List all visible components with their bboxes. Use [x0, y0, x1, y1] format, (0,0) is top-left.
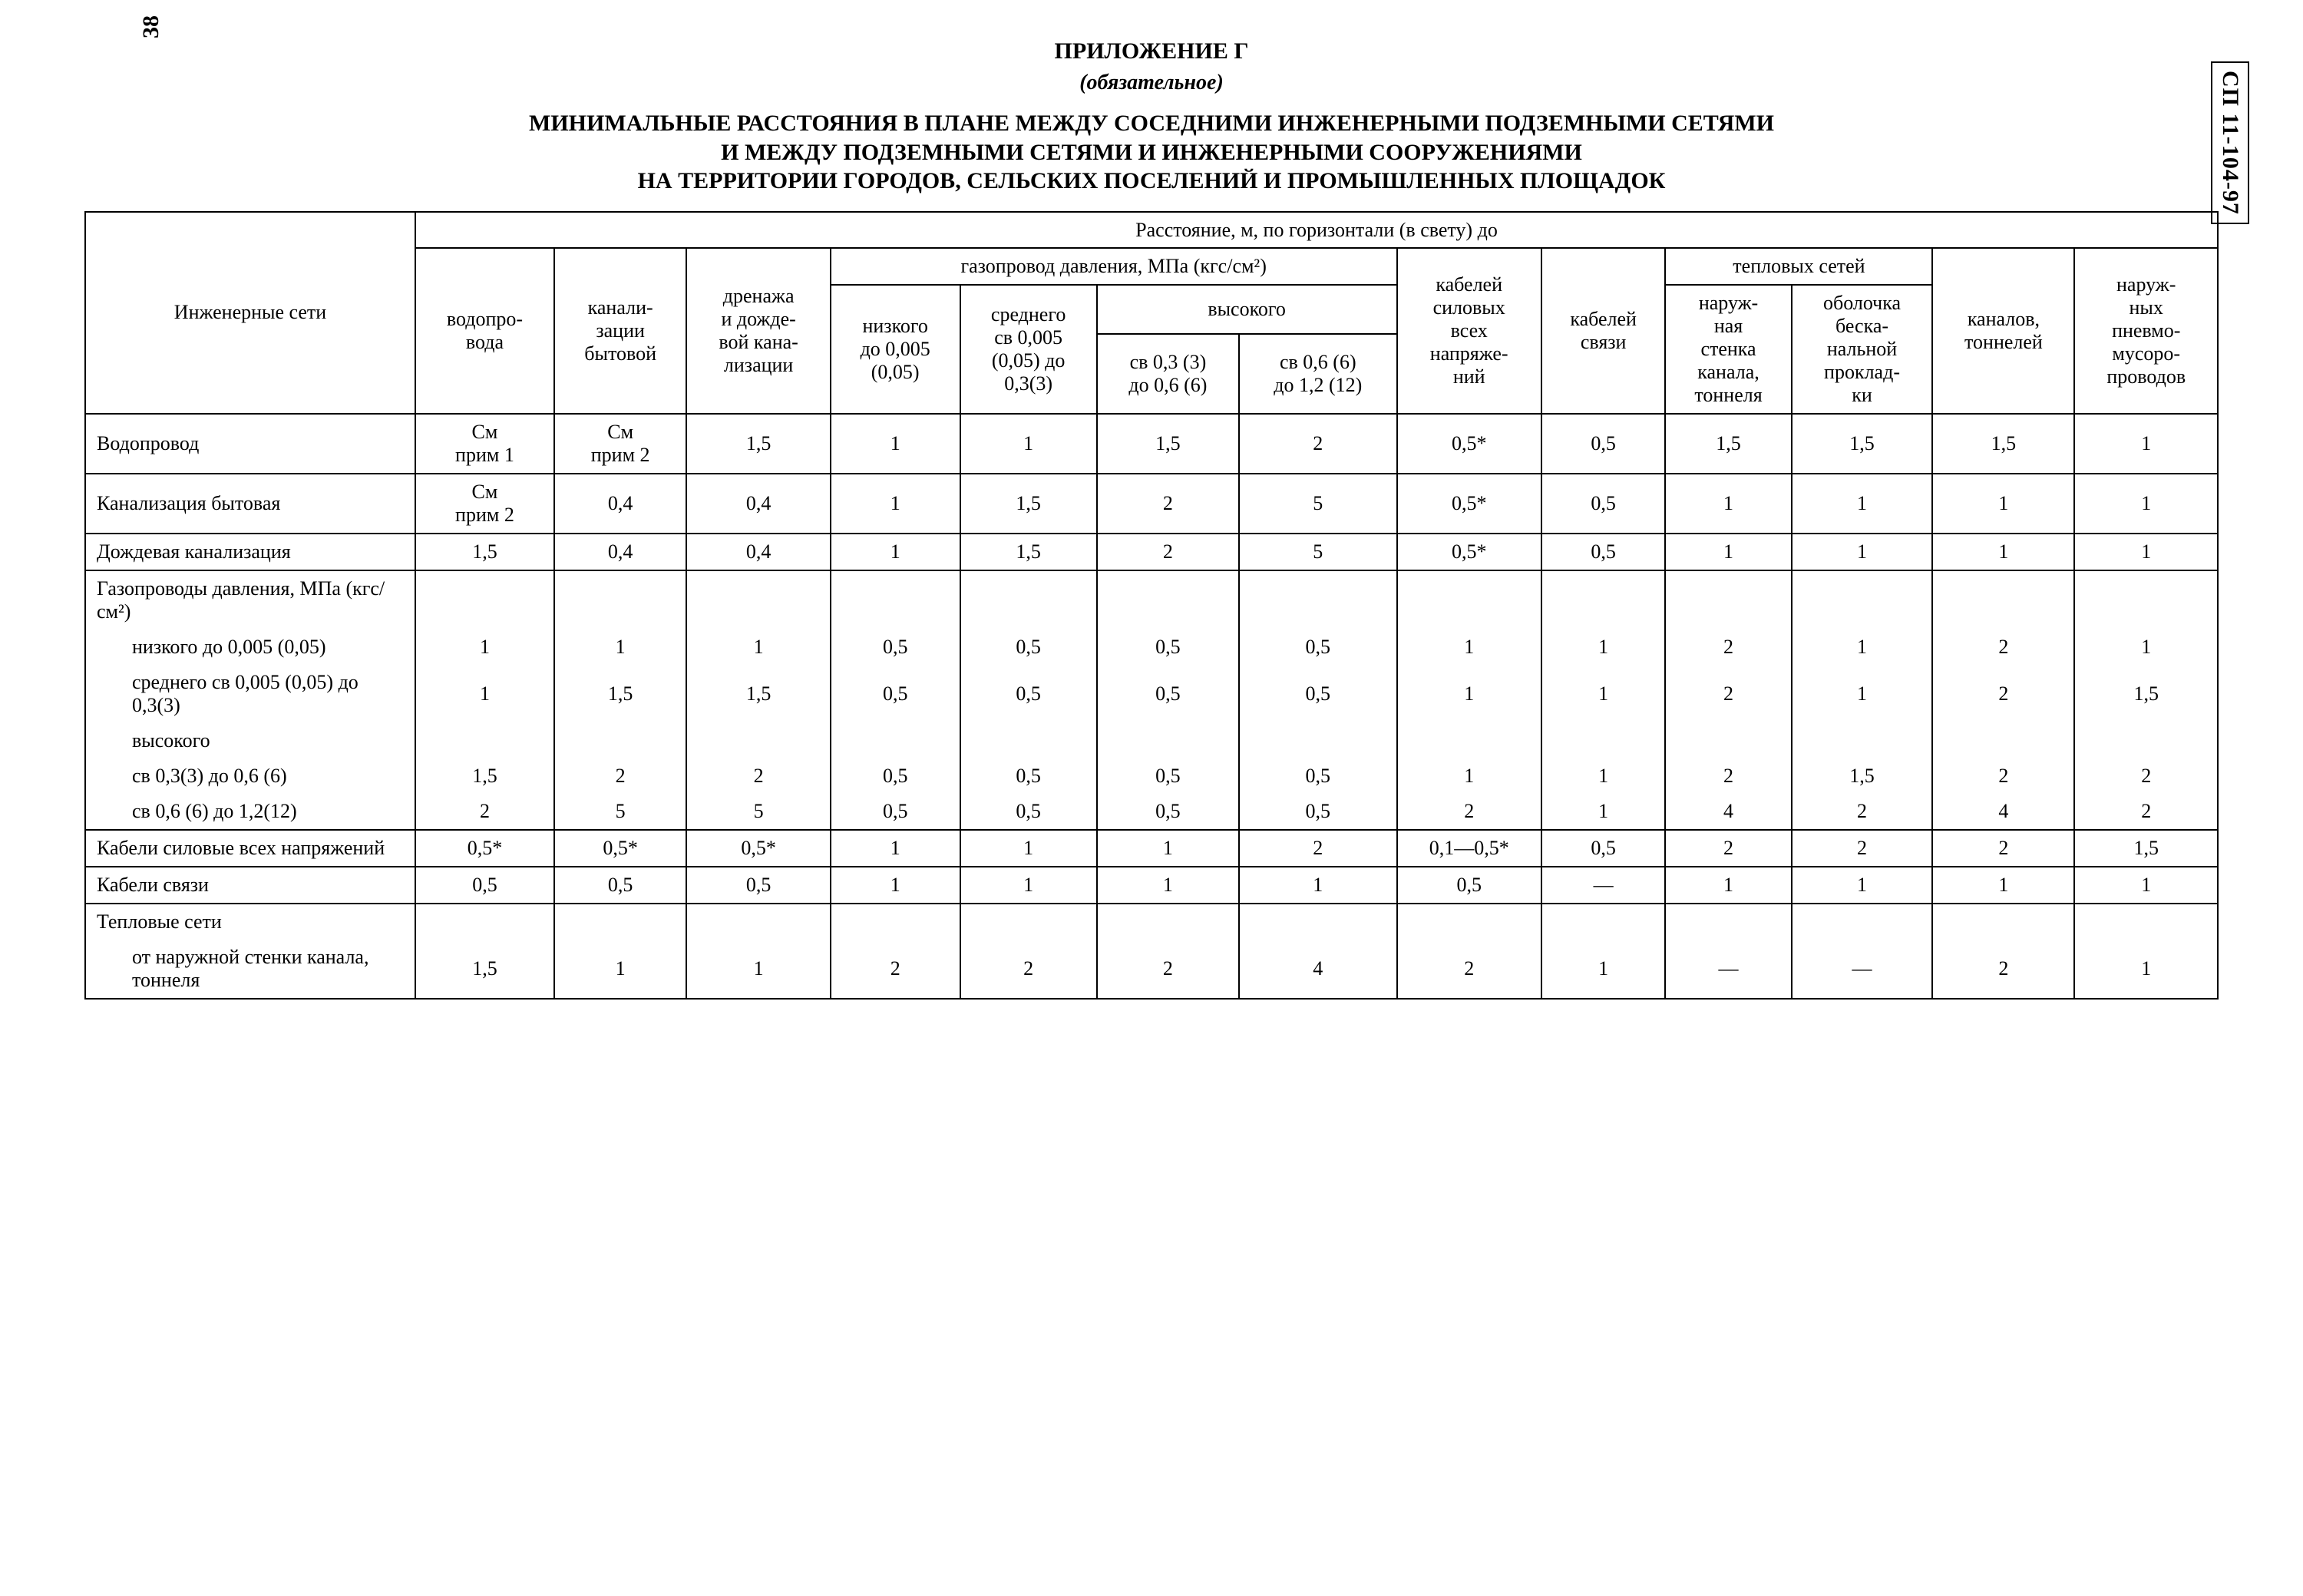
- th-gas: газопровод давления, МПа (кгс/см²): [831, 248, 1397, 285]
- th-c5: среднегосв 0,005(0,05) до0,3(3): [960, 285, 1097, 413]
- table-row: от наружной стенки канала, тоннеля 1,5 1…: [85, 940, 2218, 999]
- table-row: высокого: [85, 723, 2218, 758]
- th-heat: тепловых сетей: [1665, 248, 1932, 285]
- th-c4: низкогодо 0,005(0,05): [831, 285, 960, 413]
- title-line-2: И МЕЖДУ ПОДЗЕМНЫМИ СЕТЯМИ И ИНЖЕНЕРНЫМИ …: [46, 138, 2257, 167]
- table-row: Газопроводы давления, МПа (кгс/см²): [85, 570, 2218, 629]
- distances-table: Инженерные сети Расстояние, м, по горизо…: [84, 211, 2219, 1000]
- row-label: Газопроводы давления, МПа (кгс/см²): [85, 570, 415, 629]
- th-c7: св 0,6 (6)до 1,2 (12): [1239, 334, 1396, 414]
- row-label: низкого до 0,005 (0,05): [85, 629, 415, 665]
- row-label: от наружной стенки канала, тоннеля: [85, 940, 415, 999]
- table-row: Дождевая канализация 1,5 0,4 0,4 1 1,5 2…: [85, 534, 2218, 570]
- row-label: Дождевая канализация: [85, 534, 415, 570]
- th-row-label: Инженерные сети: [85, 212, 415, 414]
- row-label: Кабели силовые всех напряжений: [85, 830, 415, 867]
- document-code: СП 11-104-97: [2211, 61, 2249, 224]
- table-row: Канализация бытовая Смприм 2 0,4 0,4 1 1…: [85, 474, 2218, 534]
- table-body: Водопровод Смприм 1 Смприм 2 1,5 1 1 1,5…: [85, 414, 2218, 999]
- th-c13: наруж-ныхпневмо-мусоро-проводов: [2074, 248, 2218, 413]
- row-label: Тепловые сети: [85, 904, 415, 940]
- th-c10: наруж-наястенкаканала,тоннеля: [1665, 285, 1791, 413]
- th-c1: водопро-вода: [415, 248, 554, 413]
- th-c6: св 0,3 (3)до 0,6 (6): [1097, 334, 1239, 414]
- th-c2: канали-зациибытовой: [554, 248, 687, 413]
- th-distance: Расстояние, м, по горизонтали (в свету) …: [415, 212, 2218, 249]
- table-row: св 0,6 (6) до 1,2(12) 2 5 5 0,5 0,5 0,5 …: [85, 794, 2218, 830]
- appendix-label: ПРИЛОЖЕНИЕ Г: [46, 38, 2257, 64]
- page-number: 38: [138, 15, 164, 38]
- row-label: Кабели связи: [85, 867, 415, 904]
- table-row: Кабели силовые всех напряжений 0,5* 0,5*…: [85, 830, 2218, 867]
- th-c9: кабелейсвязи: [1541, 248, 1666, 413]
- table-row: св 0,3(3) до 0,6 (6) 1,5 2 2 0,5 0,5 0,5…: [85, 758, 2218, 794]
- row-label: высокого: [85, 723, 415, 758]
- row-label: среднего св 0,005 (0,05) до 0,3(3): [85, 665, 415, 723]
- row-label: св 0,6 (6) до 1,2(12): [85, 794, 415, 830]
- table-row: Кабели связи 0,5 0,5 0,5 1 1 1 1 0,5 — 1…: [85, 867, 2218, 904]
- th-high: высокого: [1097, 285, 1397, 334]
- table-row: Тепловые сети: [85, 904, 2218, 940]
- mandatory-label: (обязательное): [46, 71, 2257, 95]
- table-row: низкого до 0,005 (0,05) 1 1 1 0,5 0,5 0,…: [85, 629, 2218, 665]
- title-line-3: НА ТЕРРИТОРИИ ГОРОДОВ, СЕЛЬСКИХ ПОСЕЛЕНИ…: [46, 167, 2257, 196]
- row-label: Канализация бытовая: [85, 474, 415, 534]
- title-line-1: МИНИМАЛЬНЫЕ РАССТОЯНИЯ В ПЛАНЕ МЕЖДУ СОС…: [46, 109, 2257, 138]
- row-label: св 0,3(3) до 0,6 (6): [85, 758, 415, 794]
- th-c12: каналов,тоннелей: [1932, 248, 2074, 413]
- table-row: среднего св 0,005 (0,05) до 0,3(3) 1 1,5…: [85, 665, 2218, 723]
- th-c3: дренажаи дожде-вой кана-лизации: [686, 248, 830, 413]
- table-row: Водопровод Смприм 1 Смприм 2 1,5 1 1 1,5…: [85, 414, 2218, 474]
- th-c8: кабелейсиловыхвсехнапряже-ний: [1397, 248, 1541, 413]
- row-label: Водопровод: [85, 414, 415, 474]
- th-c11: оболочкабеска-нальнойпроклад-ки: [1792, 285, 1933, 413]
